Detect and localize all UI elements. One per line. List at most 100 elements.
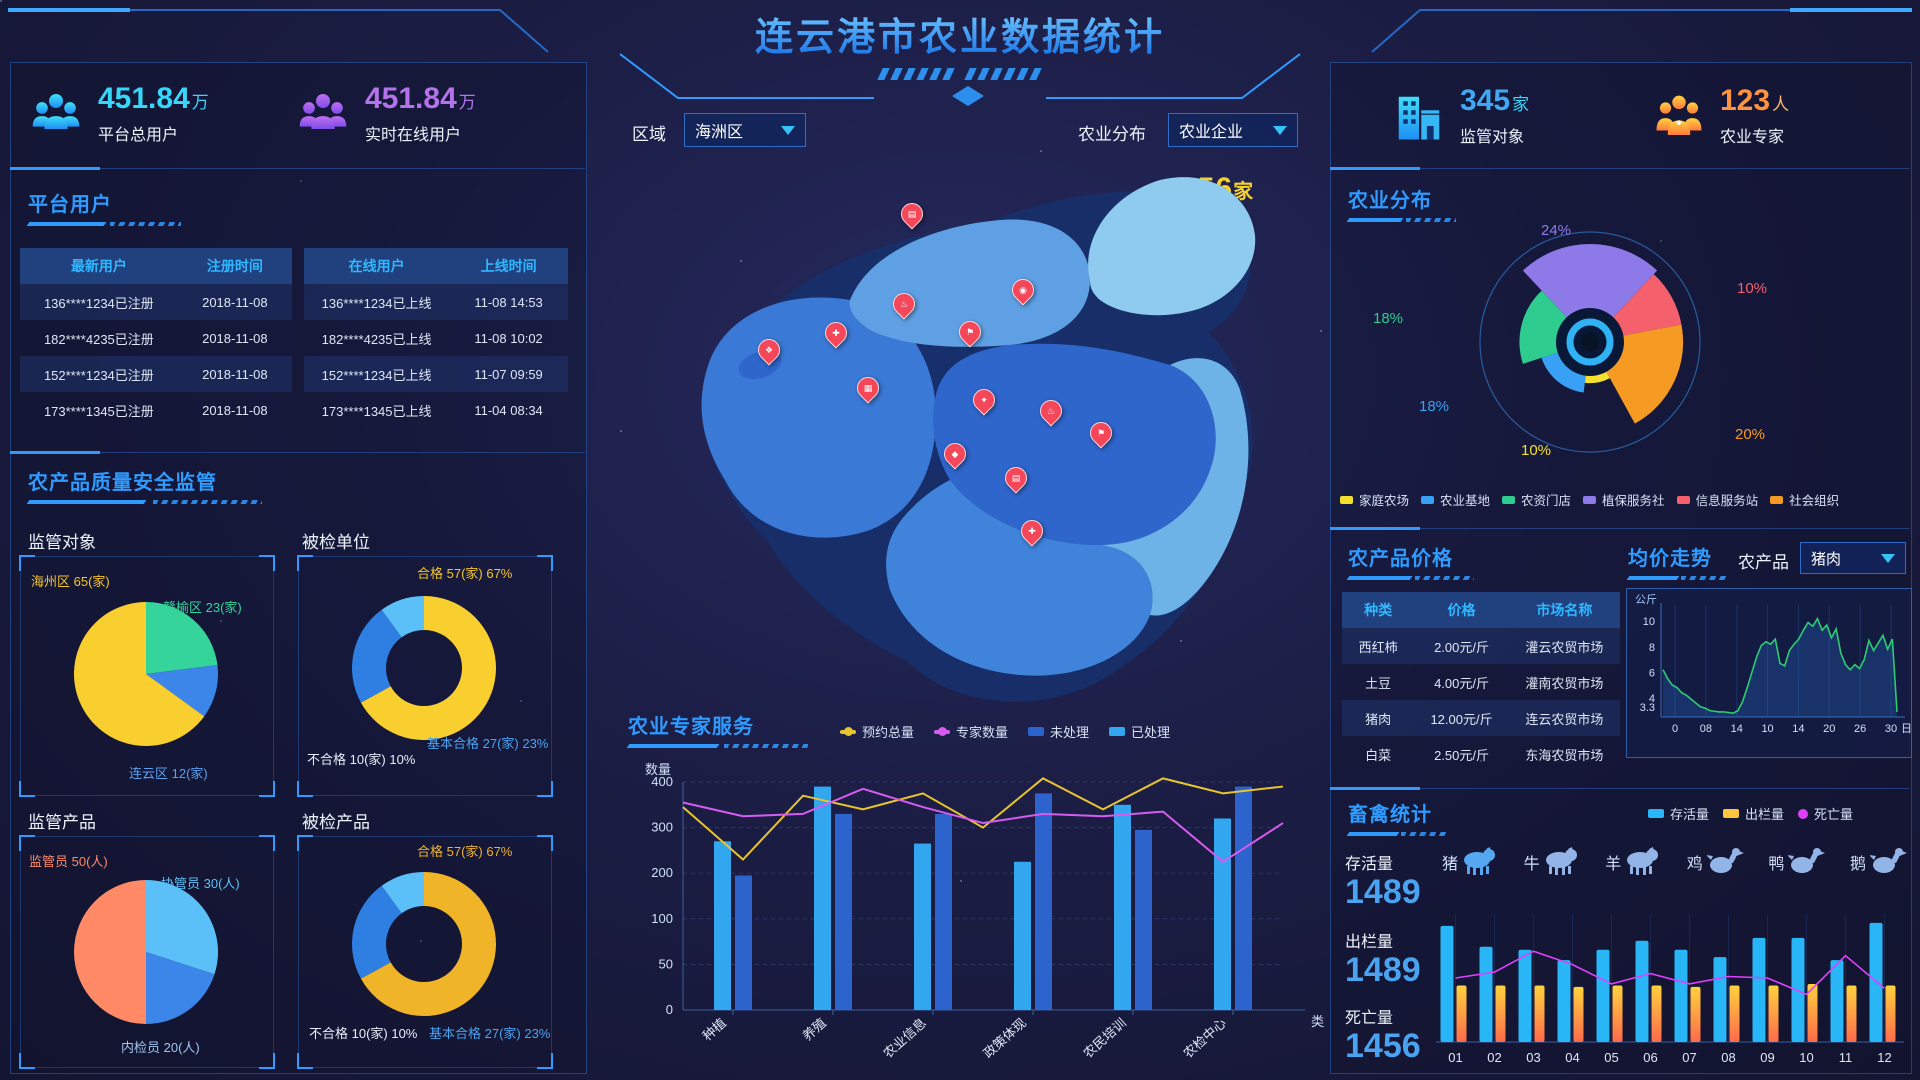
- legend-label: 存活量: [1670, 807, 1710, 822]
- title-underline-decoration: [1348, 217, 1468, 224]
- pie-label: 海州区 65(家): [31, 574, 110, 589]
- svg-text:公斤: 公斤: [1635, 593, 1657, 606]
- table-header-cell: 在线用户: [348, 258, 405, 274]
- expert-service-chart[interactable]: 数量 0 50 100 200 300 400 类型 种植 养殖 农业信息 政策体现 农民培训 农检中心: [625, 758, 1325, 1076]
- map-pin[interactable]: ❖: [753, 334, 785, 366]
- legend-item[interactable]: 专家数量: [934, 722, 1008, 741]
- bracket-corner: [259, 781, 275, 797]
- donut-inspected-units[interactable]: [349, 593, 499, 743]
- region-select[interactable]: 海洲区: [684, 113, 806, 147]
- city-map[interactable]: [640, 150, 1340, 710]
- map-pin[interactable]: ◆: [939, 438, 971, 470]
- table-row[interactable]: 猪肉 12.00元/斤 连云农贸市场: [1342, 700, 1620, 736]
- animal-tab-鹅[interactable]: 鹅: [1850, 846, 1908, 878]
- map-pin[interactable]: ✚: [1016, 515, 1048, 547]
- svg-text:种植: 种植: [700, 1015, 729, 1044]
- table-header-cell: 市场名称: [1536, 602, 1593, 618]
- map-pin[interactable]: ♨: [1035, 395, 1067, 427]
- header-frame-decoration: [8, 8, 1912, 106]
- legend-item[interactable]: 存活量: [1648, 804, 1709, 823]
- table-row[interactable]: 152****1234已注册 2018-11-08: [20, 356, 292, 392]
- legend-swatch: [1798, 808, 1809, 819]
- subtitle-inspected-units: 被检单位: [302, 533, 370, 552]
- map-region-center[interactable]: [933, 343, 1216, 545]
- starfield-decoration: [0, 0, 2, 2]
- svg-text:12: 12: [1877, 1050, 1891, 1065]
- map-pin[interactable]: ▦: [852, 372, 884, 404]
- map-pin[interactable]: ♨: [888, 288, 920, 320]
- animal-quadruped-icon: [1627, 847, 1659, 875]
- animal-tab-鸭[interactable]: 鸭: [1768, 846, 1826, 878]
- table-row[interactable]: 土豆 4.00元/斤 灌南农贸市场: [1342, 664, 1620, 700]
- animal-tab-猪[interactable]: 猪: [1442, 846, 1500, 878]
- legend-label: 家庭农场: [1359, 494, 1410, 508]
- section-title-platform-users: 平台用户: [28, 194, 112, 216]
- legend-label: 植保服务社: [1602, 494, 1665, 508]
- table-row[interactable]: 182****4235已注册 2018-11-08: [20, 320, 292, 356]
- pie-label: 赣榆区 23(家): [163, 600, 242, 615]
- product-select[interactable]: 猪肉: [1800, 542, 1906, 574]
- map-region-south[interactable]: [886, 480, 1153, 676]
- map-region-north[interactable]: [849, 219, 1090, 347]
- animal-tab-羊[interactable]: 羊: [1605, 846, 1663, 878]
- svg-text:养殖: 养殖: [800, 1015, 829, 1044]
- table-row[interactable]: 136****1234已上线 11-08 14:53: [304, 284, 568, 320]
- animal-tab-鸡[interactable]: 鸡: [1687, 846, 1745, 878]
- table-row[interactable]: 白菜 2.50元/斤 东海农贸市场: [1342, 736, 1620, 772]
- distribution-select[interactable]: 农业企业: [1168, 113, 1298, 147]
- donut-inspected-products[interactable]: [349, 869, 499, 1019]
- livestock-chart[interactable]: 01 02 03 04 05 06 07 08 09 10 11 12: [1430, 908, 1910, 1072]
- table-cell: 152****1234已上线: [321, 367, 432, 383]
- pie-label: 合格 57(家) 67%: [417, 844, 513, 859]
- bracket-corner: [19, 835, 35, 851]
- distribution-legend[interactable]: 家庭农场 农业基地 农资门店 植保服务社 信息服务站 社会组织: [1340, 490, 1839, 509]
- svg-text:0: 0: [666, 1002, 673, 1017]
- section-title-distribution: 农业分布: [1348, 190, 1432, 212]
- price-table: 种类 价格 市场名称 西红柿 2.00元/斤 灌云农贸市场 土豆 4.00元/斤 灌南农贸市场猪…: [1342, 592, 1620, 772]
- livestock-legend[interactable]: 存活量 出栏量 死亡量: [1648, 804, 1853, 823]
- pie-label: 不合格 10(家) 10%: [307, 752, 416, 767]
- map-pin[interactable]: ⚑: [1085, 417, 1117, 449]
- price-trend-chart[interactable]: 公斤 10 8 6 43.3 0 08 14 10 14 20 26 30 日期: [1626, 588, 1912, 758]
- table-row[interactable]: 西红柿 2.00元/斤 灌云农贸市场: [1342, 628, 1620, 664]
- legend-item[interactable]: 预约总量: [840, 722, 914, 741]
- legend-item[interactable]: 家庭农场: [1340, 490, 1409, 509]
- map-region-peninsula[interactable]: [1088, 177, 1256, 316]
- table-row[interactable]: 136****1234已注册 2018-11-08: [20, 284, 292, 320]
- map-pin[interactable]: ◉: [1007, 274, 1039, 306]
- map-pin[interactable]: ✚: [820, 317, 852, 349]
- rose-agri-distribution[interactable]: [1335, 214, 1905, 486]
- legend-item[interactable]: 社会组织: [1770, 490, 1839, 509]
- bracket-corner: [259, 555, 275, 571]
- table-cell: 136****1234已注册: [43, 295, 154, 311]
- map-region-coast[interactable]: [1100, 358, 1249, 616]
- legend-item[interactable]: 农业基地: [1421, 490, 1490, 509]
- table-row[interactable]: 152****1234已上线 11-07 09:59: [304, 356, 568, 392]
- pin-glyph-icon: ◉: [1018, 284, 1027, 295]
- map-pin[interactable]: ✦: [968, 384, 1000, 416]
- map-pin[interactable]: ▤: [896, 198, 928, 230]
- table-row[interactable]: 182****4235已上线 11-08 10:02: [304, 320, 568, 356]
- legend-item[interactable]: 植保服务社: [1583, 490, 1665, 509]
- legend-item[interactable]: 死亡量: [1798, 804, 1853, 823]
- table-row[interactable]: 173****1345已上线 11-04 08:34: [304, 392, 568, 428]
- animal-tab-牛[interactable]: 牛: [1524, 846, 1582, 878]
- table-header-cell: 上线时间: [480, 258, 537, 274]
- legend-label: 出栏量: [1745, 807, 1785, 822]
- table-row[interactable]: 173****1345已注册 2018-11-08: [20, 392, 292, 428]
- legend-item[interactable]: 信息服务站: [1676, 490, 1758, 509]
- stat-online-users: 451.84 万 实时在线用户: [295, 84, 476, 145]
- legend-item[interactable]: 已处理: [1109, 722, 1170, 741]
- legend-item[interactable]: 出栏量: [1723, 804, 1784, 823]
- pie-supervised-objects[interactable]: [71, 599, 221, 749]
- divider: [1330, 167, 1910, 170]
- map-pin[interactable]: ▤: [1000, 462, 1032, 494]
- svg-text:10: 10: [1643, 616, 1655, 628]
- pie-supervised-products[interactable]: [71, 877, 221, 1027]
- map-pin[interactable]: ⚑: [954, 316, 986, 348]
- title-underline-decoration: [1348, 831, 1458, 838]
- expert-service-legend[interactable]: 预约总量 专家数量 未处理 已处理: [840, 722, 1170, 741]
- legend-item[interactable]: 未处理: [1028, 722, 1089, 741]
- legend-item[interactable]: 农资门店: [1502, 490, 1571, 509]
